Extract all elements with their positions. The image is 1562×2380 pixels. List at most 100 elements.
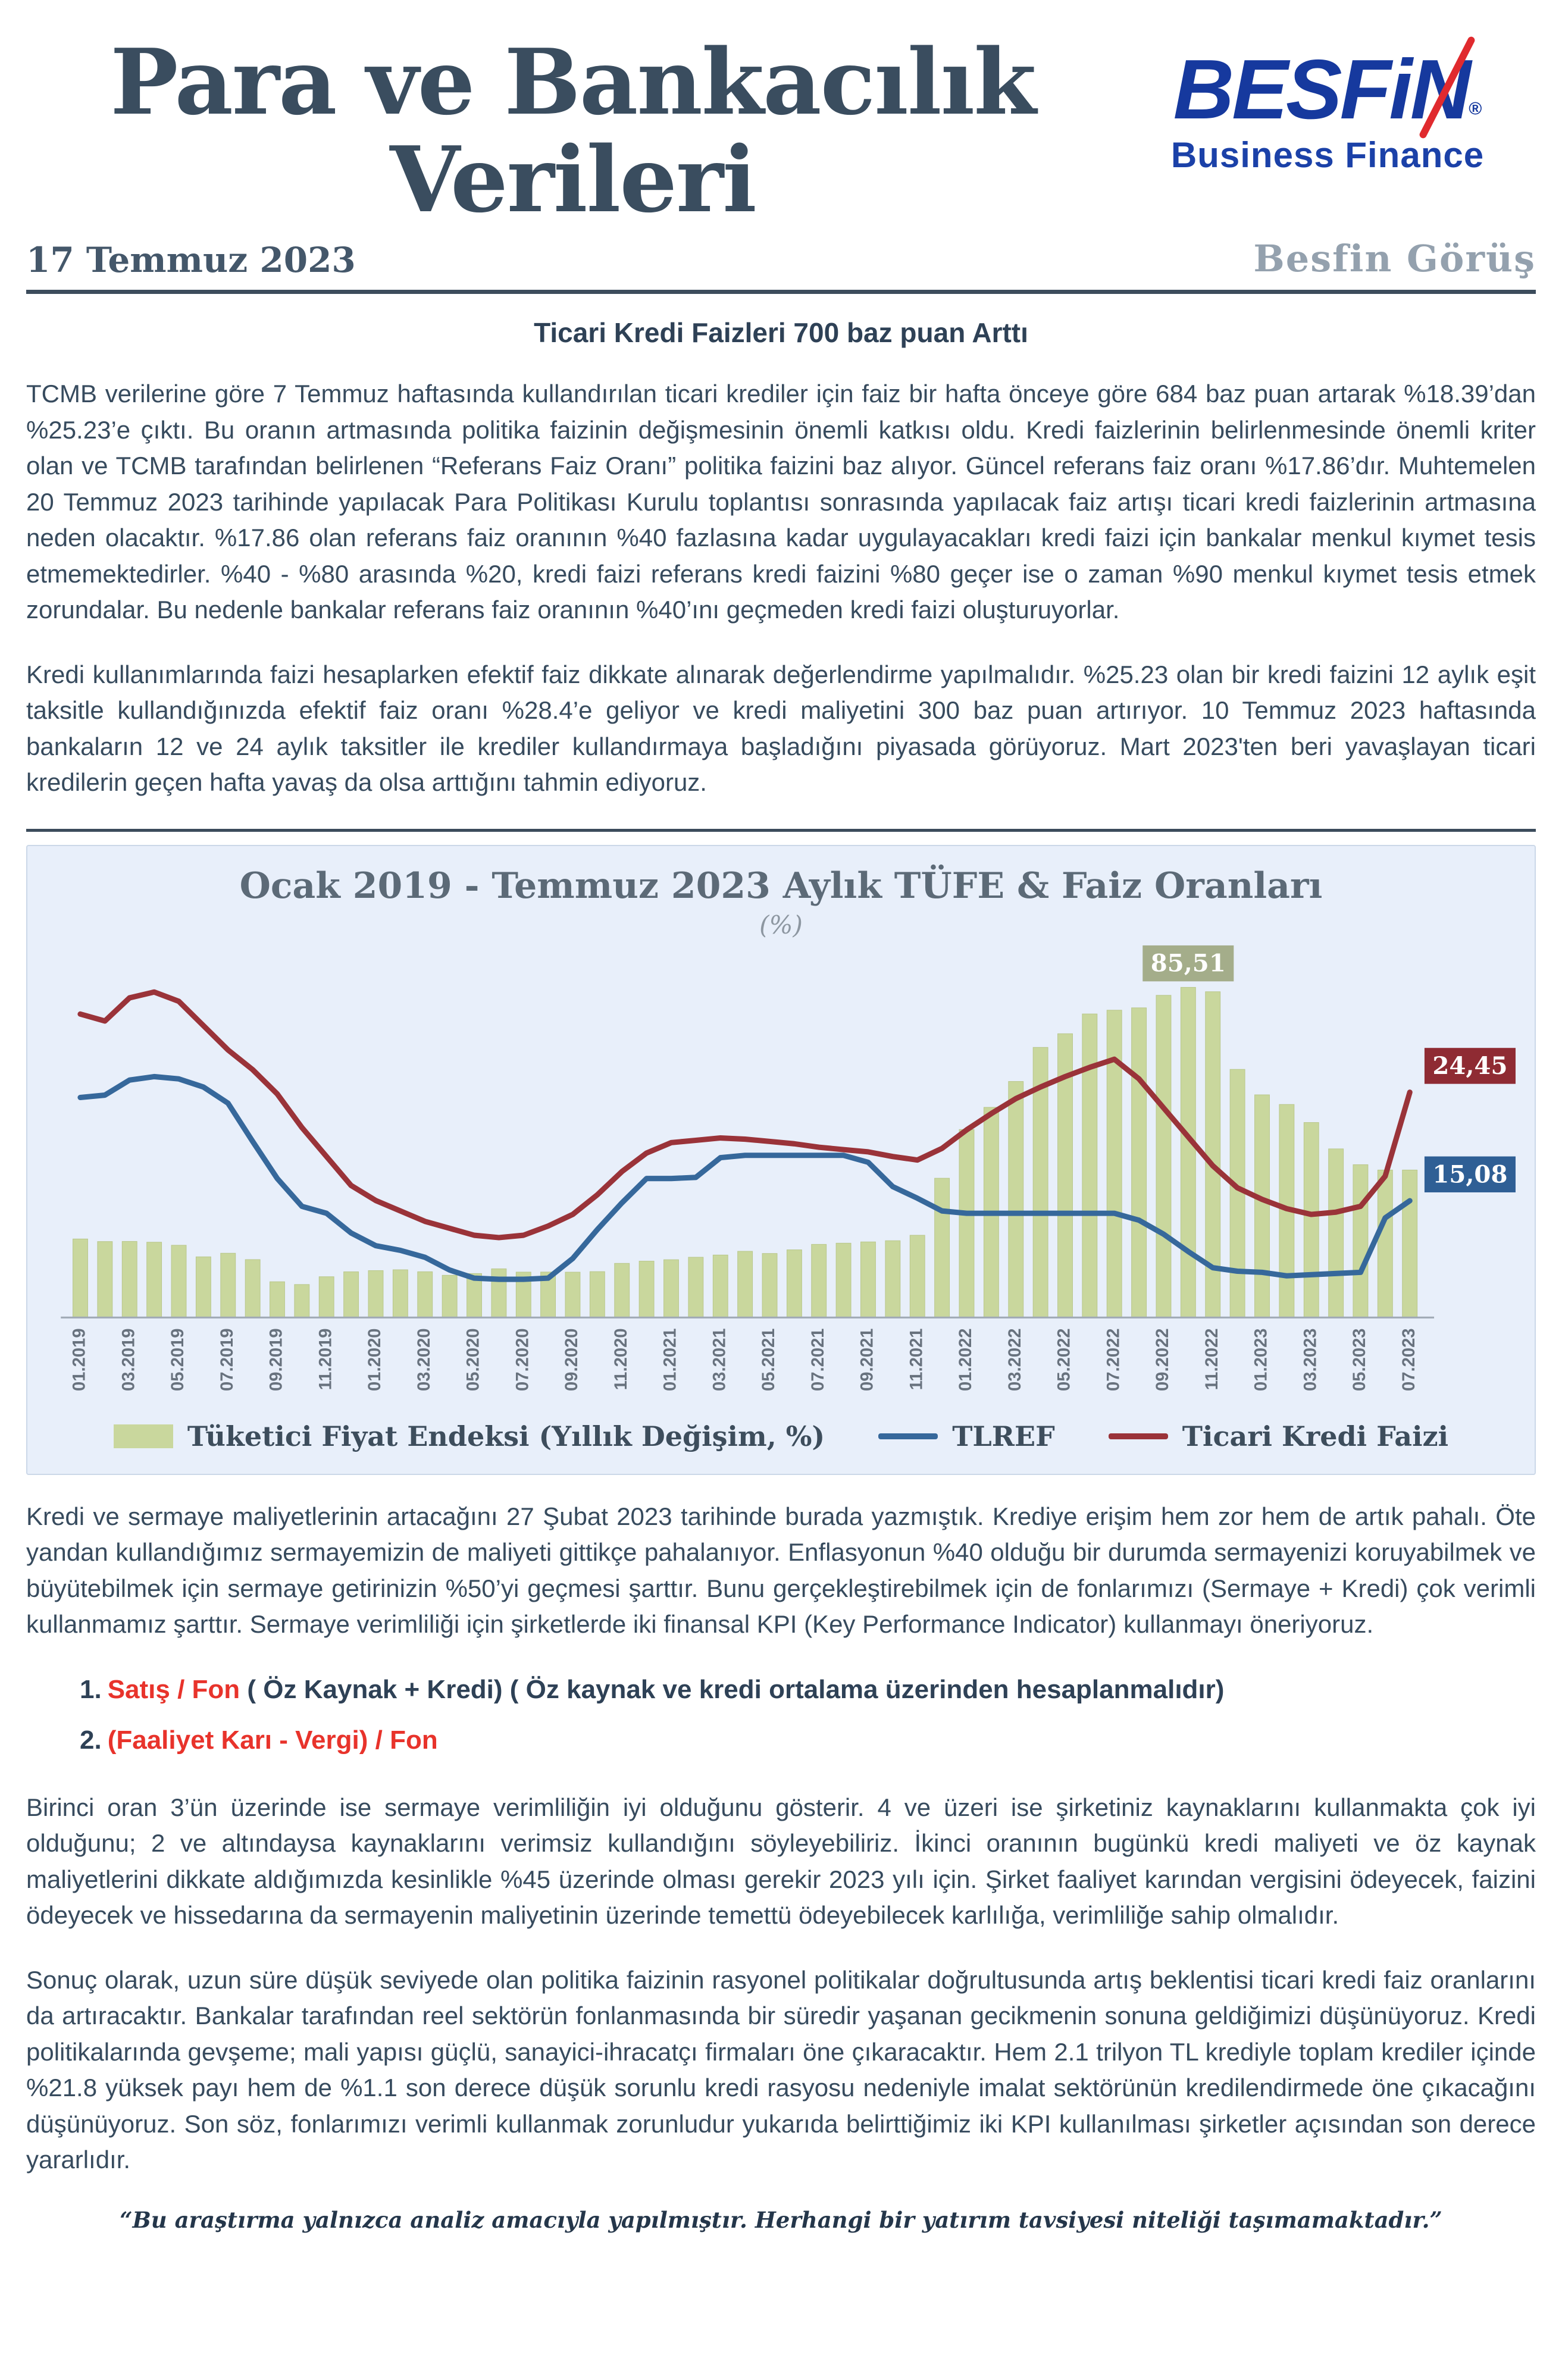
- tufe-bar: [442, 1275, 458, 1319]
- annotation-box: [1424, 1048, 1516, 1085]
- tufe-bar-swatch: [113, 1424, 173, 1448]
- annotation-label: 85,51: [1151, 950, 1226, 978]
- legend-label-tufe: Tüketici Fiyat Endeksi (Yıllık Değişim, …: [187, 1420, 825, 1452]
- tufe-bar: [73, 1239, 88, 1319]
- tufe-bar: [614, 1263, 630, 1319]
- tufe-bar: [638, 1261, 655, 1319]
- tufe-bar: [491, 1269, 507, 1319]
- x-tick-label: 09.2020: [562, 1329, 581, 1392]
- tufe-bar: [860, 1242, 876, 1319]
- tufe-bar: [97, 1241, 113, 1319]
- chart-subtitle: (%): [759, 910, 803, 940]
- tufe-bar: [589, 1272, 605, 1319]
- tufe-bar: [1180, 987, 1196, 1319]
- chart-title: Ocak 2019 - Temmuz 2023 Aylık TÜFE & Fai…: [239, 865, 1323, 907]
- tlref-line: [77, 1074, 1413, 1283]
- x-tick-label: 07.2020: [513, 1329, 532, 1392]
- besfin-logo: BESFiN® Business Finance: [1119, 27, 1536, 176]
- tufe-bar: [1353, 1164, 1369, 1319]
- x-tick-label: 07.2022: [1104, 1329, 1123, 1392]
- tufe-bar: [245, 1259, 261, 1319]
- tufe-bar: [1082, 1014, 1098, 1319]
- page-title-line2: Verileri: [390, 126, 757, 233]
- tufe-bar: [1377, 1170, 1393, 1319]
- tufe-bar: [688, 1257, 704, 1319]
- x-tick-label: 07.2023: [1400, 1329, 1419, 1392]
- tufe-bar: [811, 1244, 827, 1319]
- kpi-item-2-formula: (Faaliyet Karı - Vergi) / Fon: [107, 1726, 438, 1755]
- legend-label-tlref: TLREF: [952, 1420, 1055, 1452]
- x-tick-label: 03.2019: [119, 1329, 138, 1392]
- tufe-bar: [1008, 1081, 1024, 1319]
- x-tick-label: 09.2021: [858, 1329, 877, 1392]
- newsletter-page: Para ve Bankacılık Verileri BESFiN® Busi…: [26, 27, 1536, 2233]
- annotation-label: 24,45: [1432, 1052, 1507, 1080]
- x-tick-label: 09.2022: [1153, 1329, 1172, 1392]
- tufe-bar: [934, 1178, 950, 1319]
- chart-top-divider: [26, 829, 1536, 832]
- legend-label-ticari: Ticari Kredi Faizi: [1182, 1420, 1449, 1452]
- kpi-list-item-2: 2. (Faaliyet Karı - Vergi) / Fon: [80, 1722, 1536, 1759]
- besfin-logo-text: BESFiN: [1173, 42, 1472, 137]
- kpi-item-1-note: ( Öz Kaynak + Kredi) ( Öz kaynak ve kred…: [240, 1674, 1225, 1704]
- tufe-bar: [417, 1272, 433, 1319]
- paragraph-5: Sonuç olarak, uzun süre düşük seviyede o…: [26, 1965, 1536, 2174]
- kpi-item-1-number: 1.: [80, 1674, 102, 1704]
- tufe-bar: [835, 1243, 852, 1319]
- tufe-bar: [343, 1272, 359, 1319]
- tufe-bar: [318, 1276, 334, 1319]
- tufe-bar: [663, 1260, 679, 1319]
- x-tick-label: 01.2023: [1252, 1329, 1271, 1392]
- x-tick-label: 11.2022: [1203, 1329, 1222, 1391]
- x-tick-label: 01.2020: [365, 1329, 384, 1392]
- title-block: Para ve Bankacılık Verileri: [26, 27, 1119, 228]
- legend-item-tufe: Tüketici Fiyat Endeksi (Yıllık Değişim, …: [113, 1420, 825, 1452]
- x-tick-label: 01.2022: [956, 1329, 975, 1392]
- x-tick-label: 01.2019: [70, 1329, 89, 1392]
- tufe-bar: [1328, 1148, 1344, 1319]
- ticari-kredi-faizi-line: [77, 989, 1413, 1241]
- x-tick-label: 03.2022: [1006, 1329, 1025, 1392]
- annotation-label: 15,08: [1432, 1161, 1507, 1189]
- tufe-bar: [885, 1241, 901, 1319]
- x-tick-label: 05.2021: [759, 1329, 778, 1392]
- annotation-box: [1424, 1157, 1516, 1193]
- besfin-tagline: Business Finance: [1170, 135, 1485, 175]
- paragraph-2: Kredi kullanımlarında faizi hesaplarken …: [26, 660, 1536, 796]
- tufe-bar: [1402, 1170, 1418, 1319]
- date-row: 17 Temmuz 2023 Besfin Görüş: [26, 237, 1536, 280]
- paragraph-4: Birinci oran 3’ün üzerinde ise sermaye v…: [26, 1793, 1536, 1930]
- x-tick-label: 05.2020: [464, 1329, 483, 1392]
- tufe-bar: [1229, 1069, 1245, 1319]
- tufe-bar: [368, 1270, 384, 1319]
- header: Para ve Bankacılık Verileri BESFiN® Busi…: [26, 27, 1536, 228]
- tufe-bar: [1131, 1007, 1147, 1319]
- x-tick-label: 07.2021: [809, 1329, 828, 1392]
- x-tick-label: 09.2019: [267, 1329, 286, 1392]
- legend-item-ticari: Ticari Kredi Faizi: [1108, 1420, 1449, 1452]
- kpi-item-2-number: 2.: [80, 1726, 102, 1755]
- x-tick-label: 03.2023: [1301, 1329, 1320, 1392]
- disclaimer: “Bu araştırma yalnızca analiz amacıyla y…: [120, 2206, 1442, 2233]
- x-tick-label: 05.2022: [1055, 1329, 1074, 1392]
- x-tick-label: 03.2021: [710, 1329, 729, 1392]
- kpi-item-1-formula: Satış / Fon: [107, 1674, 240, 1704]
- x-tick-label: 11.2020: [612, 1329, 631, 1391]
- tufe-bar: [171, 1245, 187, 1319]
- annotation-box: [1142, 945, 1234, 982]
- x-tick-label: 11.2019: [316, 1329, 335, 1391]
- header-divider: [26, 290, 1536, 295]
- tufe-bar: [762, 1253, 778, 1319]
- tufe-bar: [294, 1284, 310, 1319]
- chart-legend: Tüketici Fiyat Endeksi (Yıllık Değişim, …: [44, 1417, 1518, 1463]
- tufe-bar: [392, 1270, 408, 1319]
- tufe-bar: [1254, 1095, 1270, 1319]
- chart-svg: 01.2019 03.2019 05.2019 07.2019 09.2019 11.20…: [61, 945, 1516, 1392]
- tufe-bar: [909, 1235, 925, 1319]
- x-tick-label: 11.2021: [907, 1329, 926, 1391]
- tufe-bar: [1156, 995, 1172, 1319]
- tufe-bar: [786, 1250, 802, 1319]
- tufe-bar: [737, 1251, 753, 1319]
- tufe-bar: [959, 1129, 975, 1319]
- x-tick-label: 07.2019: [218, 1329, 237, 1392]
